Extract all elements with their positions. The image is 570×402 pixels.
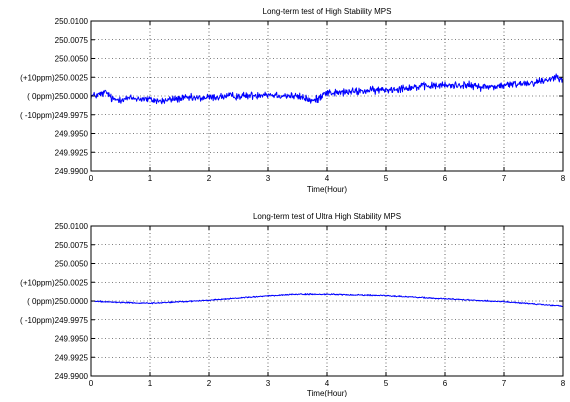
- y-tick-label: 250.0050: [55, 55, 89, 64]
- x-tick-label: 0: [89, 379, 94, 388]
- x-tick-label: 1: [148, 379, 153, 388]
- x-tick-label: 8: [561, 379, 566, 388]
- x-tick-label: 4: [325, 379, 330, 388]
- y-tick-label: 250.0100: [55, 17, 89, 26]
- y-tick-label: 250.0050: [55, 260, 89, 269]
- x-tick-label: 0: [89, 174, 94, 183]
- y-tick-label: 249.9925: [55, 148, 89, 157]
- x-tick-label: 5: [384, 174, 389, 183]
- x-tick-label: 7: [502, 174, 507, 183]
- y-tick-label: 250.0075: [55, 241, 89, 250]
- chart-title: Long-term test of High Stability MPS: [263, 7, 392, 16]
- y-tick-label: (+10ppm)250.0025: [20, 278, 88, 287]
- chart-title: Long-term test of Ultra High Stability M…: [253, 212, 401, 221]
- y-tick-label: 249.9950: [55, 130, 89, 139]
- chart-panel-ultra-high-stability: Long-term test of Ultra High Stability M…: [20, 212, 566, 398]
- x-tick-label: 5: [384, 379, 389, 388]
- y-tick-label: 249.9900: [55, 372, 89, 381]
- y-tick-label: ( -10ppm)249.9975: [20, 316, 89, 325]
- x-tick-label: 2: [207, 174, 212, 183]
- y-tick-label: ( -10ppm)249.9975: [20, 111, 89, 120]
- y-tick-label: 250.0100: [55, 222, 89, 231]
- x-axis-label: Time(Hour): [307, 389, 347, 397]
- x-tick-label: 1: [148, 174, 153, 183]
- series-line: [90, 73, 564, 105]
- x-tick-label: 7: [502, 379, 507, 388]
- y-tick-label: (+10ppm)250.0025: [20, 73, 88, 82]
- x-axis-label: Time(Hour): [307, 185, 347, 194]
- x-tick-label: 8: [561, 174, 566, 183]
- x-tick-label: 3: [266, 174, 271, 183]
- y-tick-label: 250.0075: [55, 36, 89, 45]
- y-tick-label: ( 0ppm)250.0000: [27, 297, 88, 306]
- y-tick-label: ( 0ppm)250.0000: [27, 92, 88, 101]
- x-tick-label: 2: [207, 379, 212, 388]
- series-line: [90, 293, 564, 308]
- y-tick-label: 249.9950: [55, 335, 89, 344]
- chart-panel-high-stability: Long-term test of High Stability MPS 0 1 2…: [20, 7, 566, 194]
- x-tick-label: 6: [443, 379, 448, 388]
- x-tick-label: 4: [325, 174, 330, 183]
- x-tick-label: 6: [443, 174, 448, 183]
- x-tick-label: 3: [266, 379, 271, 388]
- y-tick-label: 249.9900: [55, 167, 89, 176]
- y-tick-label: 249.9925: [55, 353, 89, 362]
